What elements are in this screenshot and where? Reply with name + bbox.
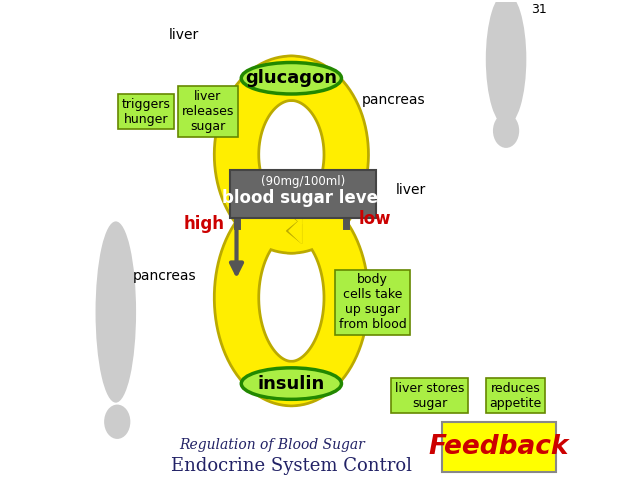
Ellipse shape — [95, 221, 136, 403]
Text: low: low — [358, 210, 390, 228]
Ellipse shape — [493, 114, 519, 148]
Text: insulin: insulin — [258, 374, 325, 393]
Ellipse shape — [241, 62, 342, 94]
Text: reduces
appetite: reduces appetite — [490, 382, 541, 409]
Text: liver stores
sugar: liver stores sugar — [395, 382, 465, 409]
Polygon shape — [282, 371, 297, 396]
Polygon shape — [289, 199, 302, 224]
Ellipse shape — [241, 368, 342, 399]
Text: Regulation of Blood Sugar: Regulation of Blood Sugar — [179, 438, 365, 453]
Text: blood sugar level: blood sugar level — [223, 190, 384, 207]
Text: glucagon: glucagon — [245, 69, 337, 87]
Text: high: high — [184, 215, 225, 233]
Polygon shape — [287, 218, 302, 243]
Text: Feedback: Feedback — [429, 433, 569, 459]
Text: liver
releases
sugar: liver releases sugar — [182, 90, 234, 133]
Text: liver: liver — [396, 183, 426, 197]
Text: Endocrine System Control: Endocrine System Control — [171, 457, 412, 475]
Text: (90mg/100ml): (90mg/100ml) — [261, 175, 346, 188]
Text: 31: 31 — [531, 3, 547, 16]
Text: liver: liver — [169, 28, 199, 42]
Text: body
cells take
up sugar
from blood: body cells take up sugar from blood — [339, 274, 406, 332]
Text: pancreas: pancreas — [362, 93, 426, 107]
Polygon shape — [282, 66, 297, 91]
Ellipse shape — [486, 0, 526, 126]
FancyBboxPatch shape — [442, 422, 556, 472]
Text: triggers
hunger: triggers hunger — [122, 97, 170, 126]
Polygon shape — [282, 371, 295, 396]
Polygon shape — [282, 66, 295, 91]
Polygon shape — [289, 218, 302, 243]
Polygon shape — [287, 199, 302, 224]
Ellipse shape — [104, 405, 131, 439]
FancyBboxPatch shape — [230, 170, 376, 218]
Text: pancreas: pancreas — [133, 269, 196, 283]
